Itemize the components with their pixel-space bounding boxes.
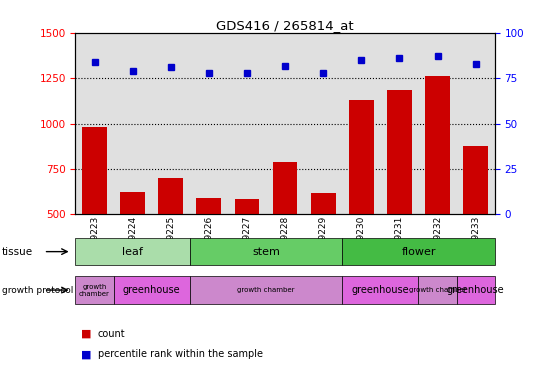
Text: ■: ■ [81,329,92,339]
Text: growth protocol: growth protocol [2,285,73,295]
Text: greenhouse: greenhouse [447,285,504,295]
Bar [82,127,107,305]
Bar [387,90,412,305]
Bar [349,100,374,305]
Text: growth
chamber: growth chamber [79,284,110,296]
Bar [273,161,297,305]
Bar [196,198,221,305]
Bar [425,76,450,305]
Text: greenhouse: greenhouse [352,285,409,295]
Text: greenhouse: greenhouse [123,285,181,295]
Text: count: count [98,329,125,339]
Text: percentile rank within the sample: percentile rank within the sample [98,349,263,359]
Text: tissue: tissue [2,247,33,257]
Bar [463,146,488,305]
Text: growth chamber: growth chamber [409,287,466,293]
Bar [311,193,335,305]
Text: growth chamber: growth chamber [237,287,295,293]
Text: stem: stem [252,247,280,257]
Text: flower: flower [401,247,435,257]
Text: leaf: leaf [122,247,143,257]
Bar [158,178,183,305]
Text: ■: ■ [81,349,92,359]
Bar [120,193,145,305]
Bar [235,199,259,305]
Title: GDS416 / 265814_at: GDS416 / 265814_at [216,19,354,32]
